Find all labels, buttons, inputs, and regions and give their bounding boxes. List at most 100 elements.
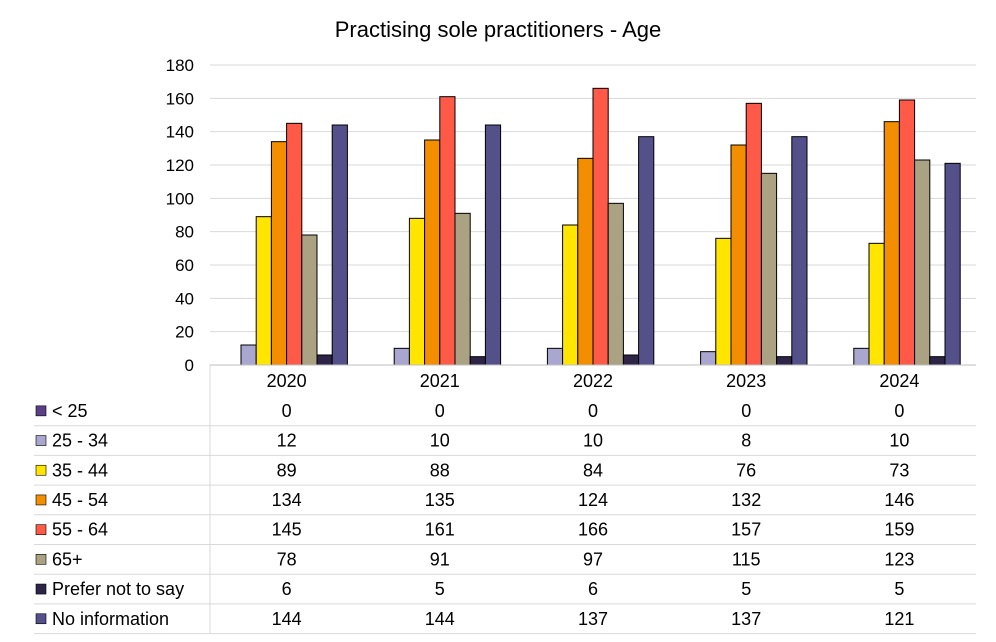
y-tick-label: 120 bbox=[166, 156, 194, 175]
bar bbox=[868, 242, 885, 366]
bar bbox=[484, 124, 502, 366]
bar bbox=[607, 202, 624, 366]
data-label: 0 bbox=[741, 401, 751, 421]
bar bbox=[424, 139, 441, 366]
legend-label: 35 - 44 bbox=[52, 460, 108, 480]
data-label: 10 bbox=[430, 431, 450, 451]
data-label: 84 bbox=[583, 460, 603, 480]
legend-label: No information bbox=[52, 609, 169, 629]
data-label: 6 bbox=[282, 579, 292, 599]
bar bbox=[255, 216, 272, 366]
bar bbox=[944, 162, 961, 366]
data-label: 0 bbox=[588, 401, 598, 421]
data-label: 161 bbox=[425, 520, 455, 540]
legend-swatch bbox=[35, 494, 47, 506]
data-label: 78 bbox=[277, 549, 297, 569]
data-label: 0 bbox=[435, 401, 445, 421]
y-tick-label: 20 bbox=[175, 323, 194, 342]
legend-label: 45 - 54 bbox=[52, 490, 108, 510]
data-label: 144 bbox=[425, 609, 455, 629]
bar bbox=[791, 136, 808, 366]
y-tick-label: 60 bbox=[175, 256, 194, 275]
bar bbox=[853, 347, 870, 366]
data-label: 137 bbox=[731, 609, 761, 629]
data-label: 135 bbox=[425, 490, 455, 510]
x-tick-label: 2021 bbox=[420, 371, 460, 391]
data-label: 10 bbox=[583, 431, 603, 451]
data-label: 137 bbox=[578, 609, 608, 629]
data-label: 5 bbox=[741, 579, 751, 599]
legend-label: 65+ bbox=[52, 549, 83, 569]
legend-swatch bbox=[35, 583, 47, 595]
y-tick-label: 160 bbox=[166, 89, 194, 108]
legend-swatch bbox=[35, 524, 47, 535]
bar bbox=[439, 96, 456, 366]
bar bbox=[270, 141, 288, 366]
bar bbox=[469, 356, 486, 366]
data-label: 73 bbox=[889, 460, 909, 480]
data-label: 89 bbox=[277, 460, 297, 480]
data-label: 97 bbox=[583, 549, 603, 569]
bar bbox=[546, 347, 564, 366]
bar bbox=[745, 102, 762, 366]
y-tick-label: 100 bbox=[166, 189, 194, 208]
legend-label: 55 - 64 bbox=[52, 520, 108, 540]
x-axis: 2020 2021 2022 2023 2024 bbox=[210, 364, 976, 391]
x-tick-label: 2024 bbox=[879, 371, 919, 391]
data-label: 88 bbox=[430, 460, 450, 480]
data-label: 145 bbox=[272, 520, 302, 540]
bar bbox=[622, 354, 640, 366]
y-axis: 0 20 40 60 80 100 120 140 160 180 bbox=[166, 56, 194, 375]
data-label: 5 bbox=[435, 579, 445, 599]
data-label: 166 bbox=[578, 520, 608, 540]
bar bbox=[408, 217, 426, 366]
bar bbox=[638, 136, 655, 366]
y-tick-label: 180 bbox=[166, 56, 194, 75]
data-label: 12 bbox=[277, 431, 297, 451]
data-label: 115 bbox=[732, 549, 761, 569]
bar bbox=[929, 356, 946, 366]
data-label: 8 bbox=[741, 431, 751, 451]
legend-swatch bbox=[35, 405, 47, 417]
bar bbox=[393, 347, 410, 366]
bar bbox=[914, 159, 931, 366]
data-label: 123 bbox=[884, 549, 914, 569]
data-label: 144 bbox=[272, 609, 302, 629]
data-label: 76 bbox=[736, 460, 756, 480]
data-label: 121 bbox=[884, 609, 914, 629]
bar bbox=[592, 87, 609, 366]
x-tick-label: 2020 bbox=[267, 371, 307, 391]
bar bbox=[715, 237, 732, 366]
bar bbox=[898, 99, 916, 366]
bar bbox=[331, 124, 348, 366]
y-tick-label: 0 bbox=[185, 356, 194, 375]
bar bbox=[700, 351, 717, 366]
data-label: 10 bbox=[889, 431, 909, 451]
bar bbox=[776, 356, 793, 366]
bar bbox=[730, 144, 747, 366]
data-label: 157 bbox=[731, 520, 761, 540]
bar bbox=[454, 212, 471, 366]
chart-title: Practising sole practitioners - Age bbox=[335, 17, 662, 42]
bar bbox=[301, 234, 318, 366]
legend-label: Prefer not to say bbox=[52, 579, 184, 599]
data-label: 0 bbox=[894, 401, 904, 421]
bar bbox=[316, 354, 333, 366]
x-tick-label: 2022 bbox=[573, 371, 613, 391]
y-tick-label: 140 bbox=[166, 123, 194, 142]
bar bbox=[240, 344, 257, 366]
data-label: 6 bbox=[588, 579, 598, 599]
data-label: 134 bbox=[272, 490, 302, 510]
bar bbox=[760, 172, 778, 366]
data-label: 132 bbox=[731, 490, 761, 510]
bar bbox=[562, 224, 579, 366]
x-tick-label: 2023 bbox=[726, 371, 766, 391]
legend-swatch bbox=[35, 435, 47, 446]
data-label: 124 bbox=[578, 490, 608, 510]
bars bbox=[240, 87, 961, 366]
data-label: 146 bbox=[884, 490, 914, 510]
legend-swatch bbox=[35, 464, 47, 476]
data-label: 5 bbox=[894, 579, 904, 599]
data-label: 0 bbox=[282, 401, 292, 421]
